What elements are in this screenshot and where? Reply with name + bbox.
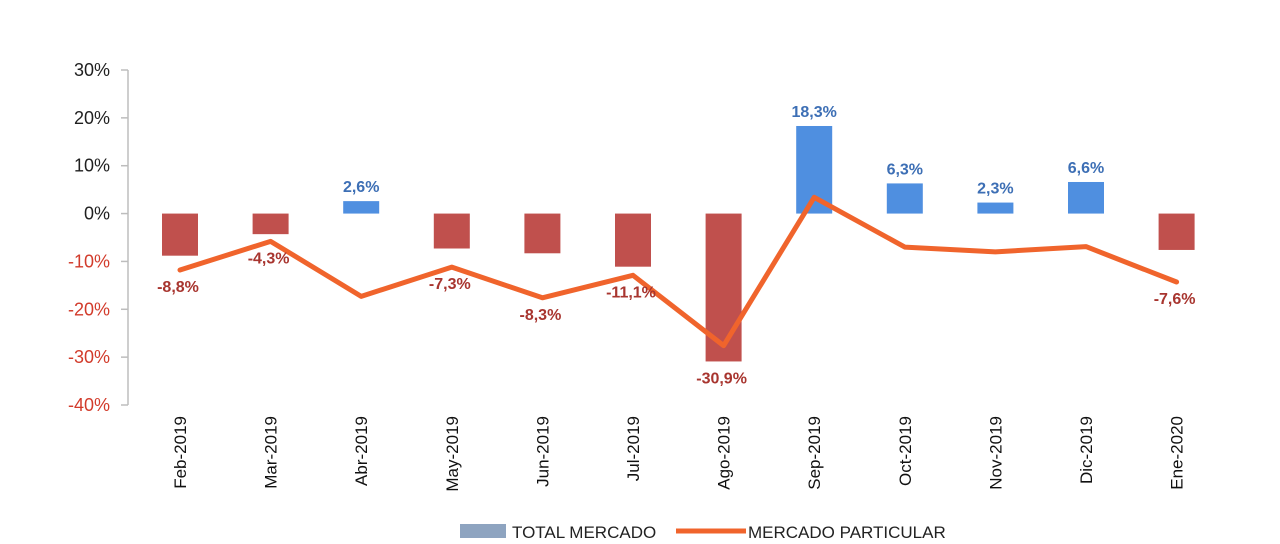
bar-nov-2019: [977, 202, 1014, 214]
x-axis-labels: Feb-2019 Mar-2019 Abr-2019 May-2019 Jun-2019…: [171, 416, 1187, 492]
bar-abr-2019: [343, 201, 380, 214]
data-label-may-2019: -7,3%: [429, 276, 471, 293]
legend-swatch-total-mercado: [460, 524, 506, 538]
y-tick-label: -40%: [68, 395, 110, 415]
bar-jul-2019: [615, 213, 651, 267]
category-label-may-2019: May-2019: [443, 416, 462, 492]
y-tick-label: -20%: [68, 299, 110, 319]
data-label-feb-2019: -8,8%: [157, 279, 199, 296]
category-label-mar-2019: Mar-2019: [262, 416, 281, 489]
data-label-abr-2019: 2,6%: [343, 179, 379, 196]
bar-ene-2020: [1158, 213, 1195, 250]
bar-jun-2019: [524, 213, 561, 254]
bar-oct-2019: [886, 183, 923, 214]
data-label-dic-2019: 6,6%: [1068, 160, 1104, 177]
category-label-abr-2019: Abr-2019: [352, 416, 371, 486]
y-tick-label: 0%: [84, 204, 110, 224]
category-label-nov-2019: Nov-2019: [986, 416, 1005, 490]
data-label-ene-2020: -7,6%: [1154, 291, 1196, 308]
legend: TOTAL MERCADO MERCADO PARTICULAR: [460, 523, 946, 542]
line-series: [177, 194, 1180, 349]
bar-mar-2019: [252, 213, 289, 235]
category-label-oct-2019: Oct-2019: [896, 416, 915, 486]
bar-may-2019: [433, 213, 470, 249]
category-label-feb-2019: Feb-2019: [171, 416, 190, 489]
data-label-nov-2019: 2,3%: [977, 181, 1013, 198]
category-label-sep-2019: Sep-2019: [805, 416, 824, 490]
bar-feb-2019: [162, 213, 198, 256]
data-label-oct-2019: 6,3%: [887, 161, 923, 178]
bar-ago-2019: [705, 213, 742, 362]
y-axis-ticks: 30% 20% 10% 0% -10% -20% -30% -40%: [68, 60, 128, 415]
legend-label-total-mercado: TOTAL MERCADO: [512, 523, 656, 542]
line-mercado-particular: [177, 194, 1180, 349]
category-label-jul-2019: Jul-2019: [624, 416, 643, 481]
data-label-mar-2019: -4,3%: [248, 250, 290, 267]
category-label-ago-2019: Ago-2019: [715, 416, 734, 490]
y-tick-label: 10%: [74, 156, 110, 176]
y-tick-label: 20%: [74, 108, 110, 128]
data-label-ago-2019: -30,9%: [696, 370, 747, 387]
data-label-jul-2019: -11,1%: [606, 284, 656, 301]
legend-label-mercado-particular: MERCADO PARTICULAR: [748, 523, 946, 542]
y-tick-label: -30%: [68, 347, 110, 367]
category-label-dic-2019: Dic-2019: [1077, 416, 1096, 484]
data-label-jun-2019: -8,3%: [520, 307, 562, 324]
y-tick-label: -10%: [68, 251, 110, 271]
bar-dic-2019: [1068, 181, 1104, 214]
category-label-jun-2019: Jun-2019: [533, 416, 552, 487]
bars: [162, 125, 1195, 362]
category-label-ene-2020: Ene-2020: [1168, 416, 1187, 490]
y-tick-label: 30%: [74, 60, 110, 80]
data-label-sep-2019: 18,3%: [792, 104, 837, 121]
data-labels: -8,8% -4,3% 2,6% -7,3% -8,3% -11,1% -30,9% 18,3…: [157, 104, 1195, 387]
